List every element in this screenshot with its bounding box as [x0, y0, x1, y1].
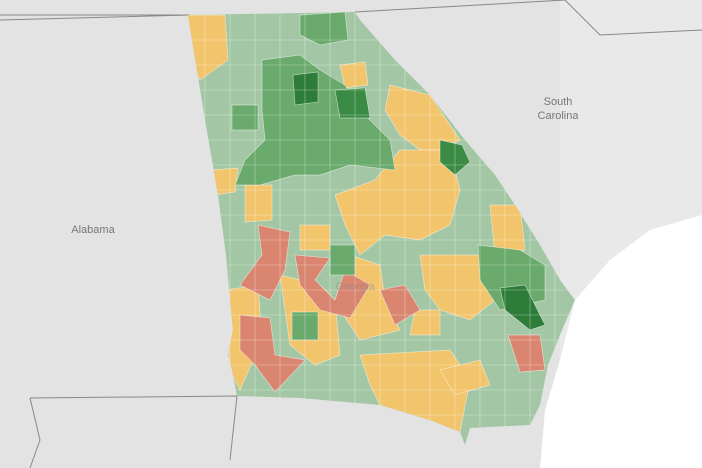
county-region	[299, 12, 349, 46]
county-region	[339, 61, 369, 89]
county-region	[489, 204, 526, 256]
county-region	[439, 359, 491, 396]
county-region	[239, 314, 306, 393]
county-region	[499, 284, 546, 331]
county-region	[294, 254, 371, 319]
state-label: South	[544, 96, 573, 108]
ocean	[540, 215, 702, 468]
county-region	[299, 224, 331, 251]
county-region	[334, 87, 371, 119]
county-region	[329, 244, 356, 276]
state-label: Alabama	[71, 224, 115, 236]
county-region	[292, 71, 319, 106]
state-label: Carolina	[538, 110, 580, 122]
county-region	[409, 309, 441, 336]
county-region	[231, 104, 259, 131]
state-label: Georgia	[335, 281, 375, 293]
county-region	[239, 224, 291, 301]
county-region	[244, 184, 273, 223]
county-region	[507, 334, 546, 373]
